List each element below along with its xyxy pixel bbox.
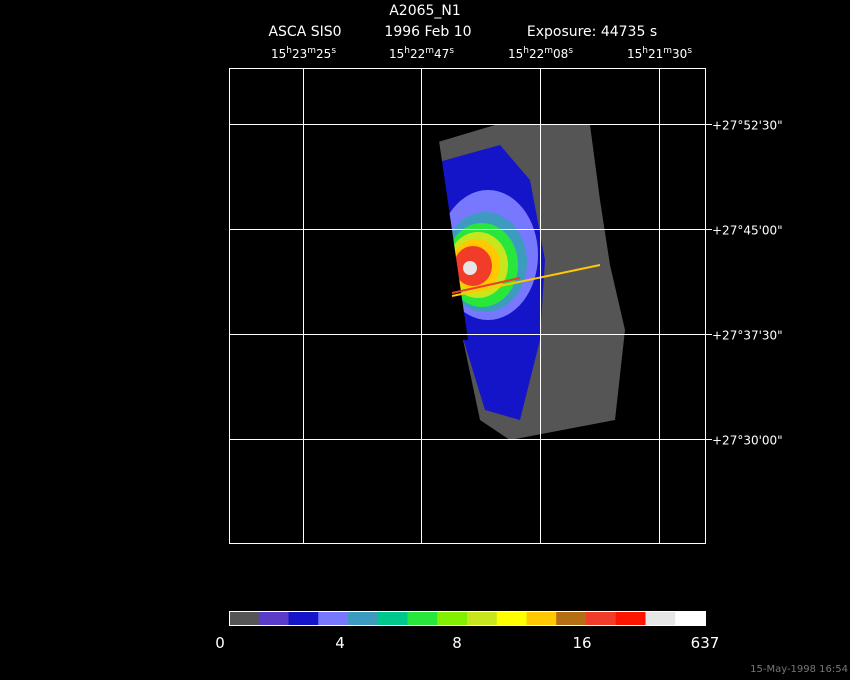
ra-unit: s [449,46,454,56]
colorbar-label: 8 [452,634,462,652]
ra-number: 15 [627,47,642,61]
xray-image [420,120,625,440]
dec-label: +27°37'30" [712,329,783,343]
colorbar-swatch [526,611,557,625]
ra-unit: s [687,46,692,56]
ra-unit: m [425,46,434,56]
ra-number: 15 [389,47,404,61]
colorbar-swatch [348,611,379,625]
colorbar-frame [229,611,706,626]
colorbar-swatch [556,611,587,625]
ra-unit: h [286,46,292,56]
ra-unit: m [544,46,553,56]
ra-unit: s [568,46,573,56]
instrument: ASCA SIS0 [268,24,341,40]
colorbar-swatch [437,611,468,625]
dec-label: +27°52'30" [712,119,783,133]
ra-number: 21 [648,47,663,61]
colorbar-swatch [407,611,438,625]
title: A2065_N1 [389,3,461,19]
timestamp: 15-May-1998 16:54 [750,664,848,675]
colorbar-swatch [229,611,260,625]
dec-label: +27°45'00" [712,224,783,238]
date: 1996 Feb 10 [384,24,471,40]
colorbar-swatch [288,611,319,625]
colorbar-swatch [377,611,408,625]
grid: 15h23m25s 15h22m47s 15h22m08s 15h21m30s+27°… [229,46,783,543]
colorbar-swatch [318,611,349,625]
colorbar-swatch [675,611,706,625]
ra-number: 22 [529,47,544,61]
ra-unit: m [663,46,672,56]
ra-number: 30 [672,47,687,61]
colorbar-swatch [258,611,289,625]
ra-label: 15h22m08s [508,46,573,61]
colorbar-swatch [645,611,676,625]
dec-label: +27°30'00" [712,434,783,448]
exposure: Exposure: 44735 s [527,24,657,40]
ra-number: 15 [271,47,286,61]
ra-number: 08 [553,47,568,61]
colorbar-swatch [467,611,498,625]
ra-unit: s [331,46,336,56]
ra-number: 25 [316,47,331,61]
colorbar-label: 0 [215,634,225,652]
ra-label: 15h23m25s [271,46,336,61]
ra-number: 15 [508,47,523,61]
colorbar-swatch [496,611,527,625]
ra-number: 23 [292,47,307,61]
plot-frame [229,68,706,544]
colorbar-label: 637 [691,634,720,652]
ra-label: 15h21m30s [627,46,692,61]
ra-number: 22 [410,47,425,61]
ra-label: 15h22m47s [389,46,454,61]
colorbar-swatch [615,611,646,625]
ra-unit: h [523,46,529,56]
ra-unit: h [404,46,410,56]
ra-number: 47 [434,47,449,61]
colorbar-swatch [586,611,617,625]
ra-unit: h [642,46,648,56]
colorbar: 0 4 8 16 637 [215,611,719,652]
ra-unit: m [307,46,316,56]
colorbar-label: 16 [572,634,591,652]
colorbar-label: 4 [335,634,345,652]
